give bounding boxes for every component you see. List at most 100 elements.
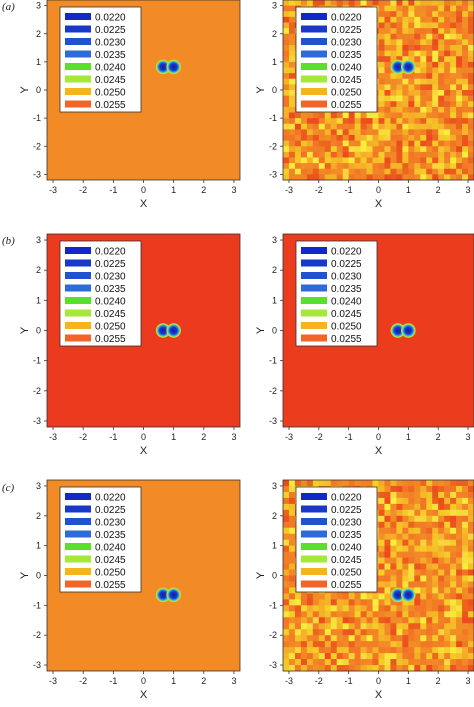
heatmap-cell — [366, 641, 373, 648]
heatmap-cell — [402, 129, 409, 136]
heatmap-cell — [402, 22, 409, 29]
heatmap-cell — [288, 5, 296, 12]
heatmap-cell — [432, 557, 439, 564]
heatmap-cell — [408, 174, 415, 181]
heatmap-cell — [450, 605, 457, 612]
heatmap-cell — [348, 129, 356, 136]
heatmap-cell — [456, 168, 463, 175]
heatmap-cell — [456, 569, 463, 576]
legend-swatch — [301, 568, 327, 575]
legend-swatch — [65, 272, 91, 279]
heatmap-cell — [384, 73, 391, 80]
heatmap-cell — [462, 157, 469, 164]
heatmap-cell — [450, 497, 457, 505]
heatmap-cell — [336, 623, 344, 630]
heatmap-cell — [372, 635, 379, 642]
heatmap-cell — [306, 623, 314, 630]
heatmap-cell — [336, 140, 344, 147]
heatmap-cell — [396, 73, 403, 80]
feature-spot — [390, 323, 406, 338]
heatmap-cell — [384, 605, 391, 612]
heatmap-cell — [390, 623, 397, 630]
heatmap-cell — [402, 623, 409, 630]
heatmap-cell — [420, 635, 427, 642]
heatmap-cell — [360, 118, 367, 125]
y-tick-label: -2 — [33, 141, 41, 151]
heatmap-cell — [336, 157, 344, 164]
legend-swatch — [301, 25, 327, 33]
heatmap-cell — [384, 123, 391, 130]
heatmap-cell — [318, 659, 326, 666]
heatmap-cell — [366, 653, 373, 660]
heatmap-cell — [324, 140, 332, 147]
heatmap-cell — [468, 101, 474, 108]
x-tick-label: 2 — [436, 676, 441, 686]
heatmap-cell — [462, 497, 469, 505]
y-tick-label: 0 — [272, 326, 277, 336]
heatmap-cell — [462, 485, 469, 493]
y-tick-label: -1 — [33, 600, 41, 610]
heatmap-cell — [283, 485, 290, 493]
heatmap-cell — [420, 0, 427, 7]
heatmap-cell — [372, 118, 379, 125]
heatmap-cell — [372, 665, 379, 672]
heatmap-cell — [468, 118, 474, 125]
heatmap-cell — [432, 611, 439, 618]
legend-label: 0.0220 — [95, 13, 126, 24]
heatmap-cell — [420, 503, 427, 511]
heatmap-cell — [348, 611, 356, 618]
feature-spot — [166, 587, 182, 603]
heatmap-cell — [444, 135, 451, 142]
heatmap-cell — [432, 39, 439, 46]
heatmap-cell — [420, 557, 427, 564]
heatmap-cell — [408, 533, 415, 541]
heatmap-cell — [402, 611, 409, 618]
heatmap-cell — [306, 151, 314, 158]
feature-spot — [155, 323, 171, 338]
heatmap-cell — [324, 123, 332, 130]
heatmap-cell — [396, 557, 403, 564]
heatmap-cell — [414, 5, 421, 12]
legend-swatch — [301, 493, 327, 500]
heatmap-cell — [432, 569, 439, 576]
heatmap-cell — [366, 480, 373, 487]
heatmap-cell — [438, 5, 445, 12]
heatmap-cell — [378, 129, 385, 136]
heatmap-cell — [294, 129, 302, 136]
heatmap-cell — [456, 557, 463, 564]
heatmap-cell — [384, 503, 391, 511]
heatmap-cell — [283, 599, 290, 606]
heatmap-cell — [450, 539, 457, 547]
heatmap-cell — [426, 593, 433, 600]
x-tick-label: -1 — [345, 185, 353, 195]
heatmap-cell — [456, 78, 463, 85]
heatmap-cell — [348, 653, 356, 660]
heatmap-cell — [396, 581, 403, 588]
heatmap-cell — [360, 599, 367, 606]
heatmap-cell — [366, 129, 373, 136]
heatmap-cell — [444, 163, 451, 170]
heatmap-cell — [402, 123, 409, 130]
heatmap-cell — [438, 101, 445, 108]
heatmap-cell — [402, 146, 409, 153]
heatmap-cell — [432, 22, 439, 29]
heatmap-cell — [390, 599, 397, 606]
heatmap-cell — [426, 653, 433, 660]
heatmap-cell — [312, 641, 320, 648]
heatmap-cell — [348, 665, 356, 672]
heatmap-cell — [360, 123, 367, 130]
heatmap-cell — [408, 599, 415, 606]
heatmap-cell — [318, 146, 326, 153]
heatmap-cell — [378, 605, 385, 612]
heatmap-cell — [444, 623, 451, 630]
heatmap-cell — [283, 174, 290, 181]
heatmap-cell — [414, 551, 421, 558]
heatmap-cell — [402, 539, 409, 547]
heatmap-cell — [366, 605, 373, 612]
y-tick-label: -2 — [33, 386, 41, 396]
y-tick-label: 1 — [272, 57, 277, 67]
heatmap-cell — [438, 123, 445, 130]
heatmap-cell — [372, 653, 379, 660]
heatmap-cell — [426, 168, 433, 175]
heatmap-cell — [456, 521, 463, 529]
